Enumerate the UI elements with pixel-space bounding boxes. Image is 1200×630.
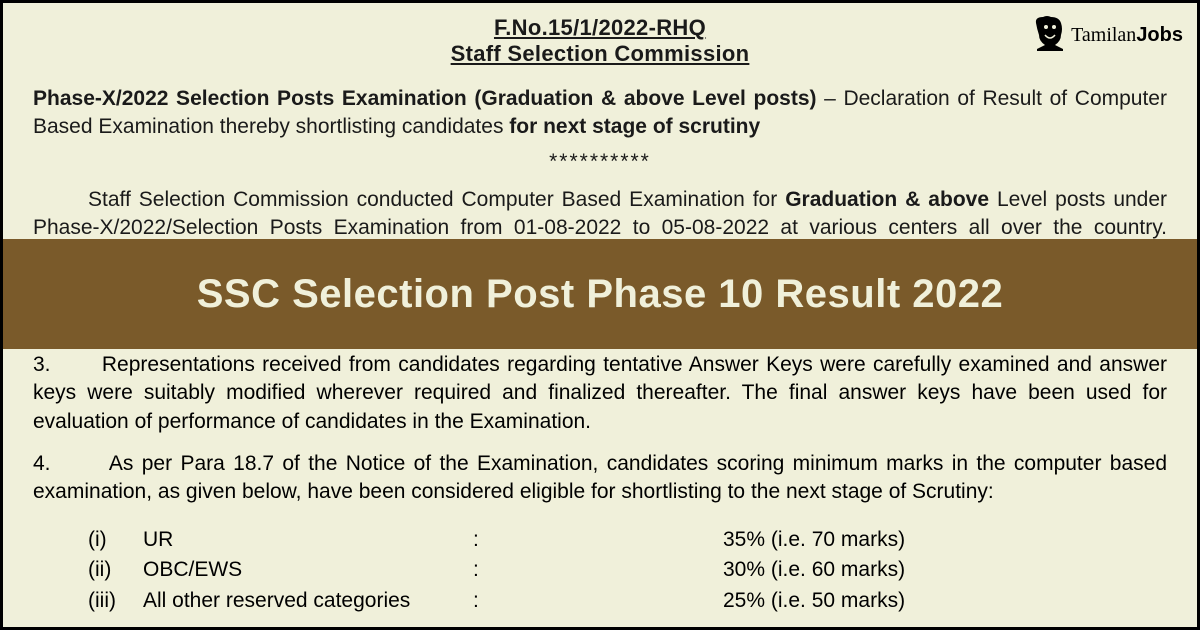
para3-text: Representations received from candidates… (33, 353, 1167, 433)
title-banner: SSC Selection Post Phase 10 Result 2022 (3, 239, 1197, 349)
brand-logo: TamilanJobs (1033, 13, 1183, 57)
cat-num: (ii) (88, 555, 143, 585)
intro-paragraph: Phase-X/2022 Selection Posts Examination… (33, 85, 1167, 142)
page-frame: TamilanJobs F.No.15/1/2022-RHQ Staff Sel… (0, 0, 1200, 630)
intro-title-bold: Phase-X/2022 Selection Posts Examination… (33, 87, 817, 110)
paragraph-4: 4. As per Para 18.7 of the Notice of the… (33, 450, 1167, 507)
intro-title-bold-2: for next stage of scrutiny (509, 115, 760, 138)
brand-text: TamilanJobs (1071, 24, 1183, 47)
document-header: F.No.15/1/2022-RHQ Staff Selection Commi… (33, 15, 1167, 67)
cat-colon: : (473, 525, 723, 555)
para3-num: 3. (33, 353, 51, 376)
cat-colon: : (473, 586, 723, 616)
cat-num: (iii) (88, 586, 143, 616)
para4-text: As per Para 18.7 of the Notice of the Ex… (33, 452, 1167, 503)
bottom-content: 3. Representations received from candida… (3, 351, 1197, 616)
para4-num: 4. (33, 452, 51, 475)
separator-stars: ********** (33, 150, 1167, 174)
file-number: F.No.15/1/2022-RHQ (33, 15, 1167, 41)
para1-pre: Staff Selection Commission conducted Com… (88, 188, 785, 211)
cat-name: UR (143, 525, 473, 555)
brand-sans: Jobs (1136, 24, 1183, 46)
para1-bold: Graduation & above (785, 188, 989, 211)
category-row: (i) UR : 35% (i.e. 70 marks) (33, 525, 1167, 555)
brand-serif: Tamilan (1071, 24, 1136, 46)
cat-colon: : (473, 555, 723, 585)
commission-name: Staff Selection Commission (33, 41, 1167, 67)
category-row: (iii) All other reserved categories : 25… (33, 586, 1167, 616)
cat-value: 35% (i.e. 70 marks) (723, 525, 905, 555)
cat-num: (i) (88, 525, 143, 555)
banner-title: SSC Selection Post Phase 10 Result 2022 (197, 272, 1004, 317)
cat-value: 30% (i.e. 60 marks) (723, 555, 905, 585)
cat-name: All other reserved categories (143, 586, 473, 616)
category-row: (ii) OBC/EWS : 30% (i.e. 60 marks) (33, 555, 1167, 585)
paragraph-3: 3. Representations received from candida… (33, 351, 1167, 436)
cat-value: 25% (i.e. 50 marks) (723, 586, 905, 616)
cat-name: OBC/EWS (143, 555, 473, 585)
face-icon (1033, 13, 1067, 57)
